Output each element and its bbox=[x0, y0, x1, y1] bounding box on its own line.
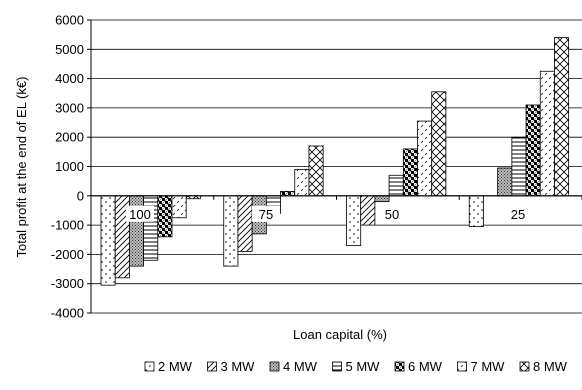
legend: 2 MW 3 MW 4 MW 5 MW 6 MW 7 MW 8 MW bbox=[144, 359, 568, 374]
bar-8mw-75 bbox=[308, 145, 324, 197]
bars bbox=[100, 37, 570, 286]
y-tick-label: -3000 bbox=[51, 276, 84, 291]
bar-7mw-100 bbox=[171, 195, 187, 219]
y-tick-label: 6000 bbox=[55, 13, 84, 28]
legend-label: 8 MW bbox=[533, 359, 568, 374]
bar-4mw-50 bbox=[374, 195, 390, 203]
legend-swatch bbox=[394, 361, 405, 372]
category-label-background bbox=[378, 205, 406, 222]
legend-swatch bbox=[269, 361, 280, 372]
bar-7mw-50 bbox=[417, 120, 433, 197]
bar-2mw-75 bbox=[223, 195, 239, 267]
legend-swatch bbox=[332, 361, 342, 372]
category-label-background bbox=[504, 205, 532, 222]
y-tick-label: -1000 bbox=[51, 218, 84, 233]
bar-6mw-75 bbox=[280, 191, 296, 197]
bar-6mw-50 bbox=[402, 148, 418, 197]
y-tick-label: 0 bbox=[77, 188, 84, 203]
y-tick-label: 2000 bbox=[55, 130, 84, 145]
y-tick-labels: 6000 5000 4000 3000 2000 1000 0 -1000 -2000 -3000… bbox=[51, 13, 84, 321]
x-category-label: 75 bbox=[259, 207, 273, 222]
y-tick-label: -2000 bbox=[51, 247, 84, 262]
bar-6mw-25 bbox=[525, 104, 541, 197]
bar-2mw-100 bbox=[100, 195, 116, 286]
category-label-background bbox=[252, 205, 280, 222]
y-axis-title: Total profit at the end of EL (k€) bbox=[14, 77, 29, 258]
bar-2mw-50 bbox=[346, 195, 362, 247]
category-label-background bbox=[126, 205, 154, 222]
legend-label: 4 MW bbox=[283, 359, 318, 374]
legend-label: 2 MW bbox=[158, 359, 193, 374]
legend-swatch bbox=[519, 361, 530, 372]
bar-7mw-25 bbox=[539, 70, 555, 197]
bar-5mw-50 bbox=[388, 174, 404, 197]
bar-2mw-25 bbox=[468, 195, 484, 227]
bar-5mw-25 bbox=[511, 136, 527, 197]
axes bbox=[87, 19, 582, 314]
x-category-label: 100 bbox=[129, 207, 151, 222]
bar-3mw-50 bbox=[360, 195, 376, 226]
legend-swatch bbox=[144, 361, 155, 372]
bar-4mw-25 bbox=[497, 167, 513, 197]
legend-label: 7 MW bbox=[471, 359, 506, 374]
bar-7mw-75 bbox=[294, 169, 310, 197]
bar-5mw-100 bbox=[143, 195, 159, 261]
y-tick-label: 3000 bbox=[55, 100, 84, 115]
bar-8mw-50 bbox=[431, 91, 447, 197]
legend-label: 3 MW bbox=[221, 359, 256, 374]
y-tick-label: 5000 bbox=[55, 42, 84, 57]
y-tick-label: -4000 bbox=[51, 306, 84, 321]
y-tick-label: 4000 bbox=[55, 71, 84, 86]
legend-label: 6 MW bbox=[408, 359, 443, 374]
x-category-label: 50 bbox=[385, 207, 399, 222]
gridlines bbox=[91, 19, 582, 314]
x-category-labels: 100 75 50 25 bbox=[126, 205, 532, 222]
legend-label: 5 MW bbox=[346, 359, 381, 374]
bar-3mw-75 bbox=[237, 195, 253, 252]
bar-6mw-100 bbox=[157, 195, 173, 238]
y-tick-label: 1000 bbox=[55, 159, 84, 174]
legend-swatch bbox=[457, 361, 467, 372]
x-axis-title: Loan capital (%) bbox=[293, 327, 387, 342]
x-category-label: 25 bbox=[511, 207, 525, 222]
legend-swatch bbox=[207, 361, 217, 372]
bar-8mw-25 bbox=[554, 37, 570, 197]
